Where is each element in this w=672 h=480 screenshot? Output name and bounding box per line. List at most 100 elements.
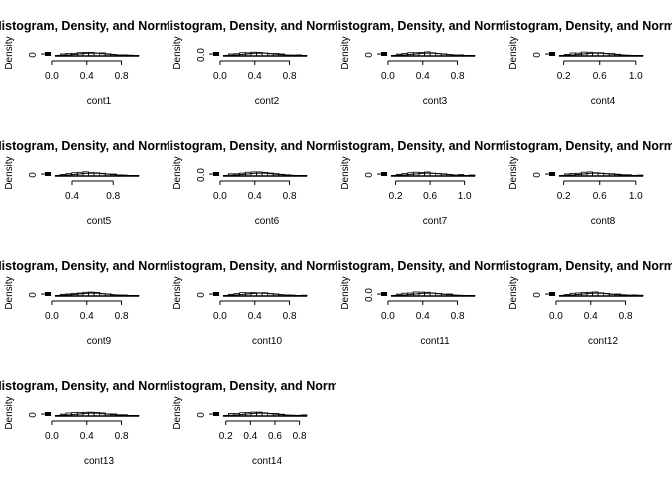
- panel-cont13: Histogram, Density, and Normal Density 0 0.…: [0, 379, 168, 467]
- panel-cont9: Histogram, Density, and Normal Density 0 0.…: [0, 259, 168, 347]
- panel-cont1: Histogram, Density, and Normal Density 0 0.…: [0, 19, 181, 107]
- density-curve: [391, 52, 475, 57]
- x-tick-label: 0.0: [213, 191, 227, 202]
- x-tick-label: 1.0: [629, 71, 643, 82]
- x-tick-label: 0.8: [106, 191, 120, 202]
- y-axis-stub: [213, 172, 219, 176]
- x-tick-label: 0.0: [45, 311, 59, 322]
- x-tick-label: 0.0: [381, 311, 395, 322]
- x-tick-label: 0.4: [80, 71, 94, 82]
- x-tick-label: 0.2: [557, 71, 571, 82]
- density-curve: [559, 172, 643, 177]
- panel-cont12: Histogram, Density, and Normal Density 0 0.…: [497, 259, 672, 347]
- panel-title: Histogram, Density, and Normal: [497, 19, 672, 33]
- y-tick-label: 0: [28, 292, 39, 298]
- panel-title: Histogram, Density, and Normal: [0, 19, 181, 33]
- x-axis-label: cont6: [255, 216, 280, 227]
- panel-title: Histogram, Density, and Normal: [497, 139, 672, 153]
- panel-cont2: Histogram, Density, and Normal Density 0.0…: [161, 19, 350, 107]
- density-curve: [391, 292, 475, 297]
- x-tick-label: 0.6: [593, 191, 607, 202]
- y-tick-label: 0: [28, 412, 39, 418]
- x-tick-label: 0.2: [557, 191, 571, 202]
- y-axis-stub: [45, 52, 51, 56]
- panel-cont6: Histogram, Density, and Normal Density 0.0…: [161, 139, 350, 227]
- y-axis-label: Density: [340, 36, 351, 69]
- y-axis-stub: [45, 172, 51, 176]
- y-axis-label: Density: [340, 156, 351, 189]
- x-axis-label: cont9: [87, 336, 112, 347]
- x-tick-label: 1.0: [629, 191, 643, 202]
- y-axis-stub: [549, 52, 555, 56]
- y-axis-label: Density: [508, 156, 519, 189]
- x-tick-label: 0.8: [115, 431, 129, 442]
- x-tick-label: 0.2: [219, 431, 233, 442]
- x-axis-label: cont14: [252, 456, 282, 467]
- y-tick-label: 0: [28, 172, 39, 178]
- density-curve: [223, 412, 307, 417]
- x-tick-label: 0.8: [619, 311, 633, 322]
- x-tick-label: 0.4: [248, 311, 262, 322]
- panel-cont10: Histogram, Density, and Normal Density 0 0.…: [161, 259, 350, 347]
- x-tick-label: 0.8: [115, 311, 129, 322]
- y-tick-label: 0: [532, 172, 543, 178]
- panel-title: Histogram, Density, and Normal: [161, 259, 350, 273]
- x-tick-label: 0.4: [584, 311, 598, 322]
- density-curve: [391, 172, 475, 177]
- panel-title: Histogram, Density, and Normal: [161, 19, 350, 33]
- panel-title: Histogram, Density, and Normal: [497, 259, 672, 273]
- x-tick-label: 0.2: [389, 191, 403, 202]
- y-axis-label: Density: [4, 36, 15, 69]
- y-axis-label: Density: [508, 36, 519, 69]
- density-curve: [223, 172, 307, 177]
- panel-title: Histogram, Density, and Normal: [329, 19, 518, 33]
- density-curve: [55, 412, 139, 417]
- x-tick-label: 0.4: [248, 191, 262, 202]
- y-tick-label: 0.0: [196, 48, 207, 62]
- y-axis-stub: [213, 52, 219, 56]
- x-axis-label: cont3: [423, 96, 448, 107]
- x-tick-label: 0.0: [381, 71, 395, 82]
- x-tick-label: 0.8: [451, 311, 465, 322]
- y-tick-label: 0: [364, 52, 375, 58]
- panel-cont5: Histogram, Density, and Normal Density 0 0.…: [0, 139, 168, 227]
- x-tick-label: 1.0: [458, 191, 472, 202]
- x-axis-label: cont2: [255, 96, 280, 107]
- x-tick-label: 0.4: [416, 71, 430, 82]
- x-axis-label: cont11: [420, 336, 450, 347]
- panel-cont7: Histogram, Density, and Normal Density 0 0.…: [329, 139, 518, 227]
- density-curve: [55, 292, 139, 297]
- density-curve: [55, 172, 139, 177]
- panel-title: Histogram, Density, and Normal: [329, 139, 518, 153]
- y-tick-label: 0: [532, 292, 543, 298]
- y-axis-stub: [549, 172, 555, 176]
- x-tick-label: 0.6: [268, 431, 282, 442]
- x-tick-label: 0.0: [213, 311, 227, 322]
- panel-title: Histogram, Density, and Normal: [161, 139, 350, 153]
- x-tick-label: 0.8: [293, 431, 307, 442]
- x-tick-label: 0.8: [283, 311, 297, 322]
- y-tick-label: 0: [364, 172, 375, 178]
- x-tick-label: 0.0: [45, 71, 59, 82]
- x-tick-label: 0.0: [549, 311, 563, 322]
- y-axis-stub: [381, 292, 387, 296]
- y-axis-label: Density: [172, 36, 183, 69]
- y-axis-stub: [549, 292, 555, 296]
- y-axis-label: Density: [340, 276, 351, 309]
- x-tick-label: 0.4: [243, 431, 257, 442]
- x-tick-label: 0.8: [115, 71, 129, 82]
- x-axis-label: cont7: [423, 216, 448, 227]
- y-axis-stub: [381, 52, 387, 56]
- x-tick-label: 0.0: [45, 431, 59, 442]
- x-tick-label: 0.4: [416, 311, 430, 322]
- x-tick-label: 0.6: [593, 71, 607, 82]
- panel-cont4: Histogram, Density, and Normal Density 0 0.…: [497, 19, 672, 107]
- y-axis-label: Density: [4, 396, 15, 429]
- x-axis-label: cont5: [87, 216, 112, 227]
- x-axis-label: cont4: [591, 96, 616, 107]
- y-axis-label: Density: [172, 276, 183, 309]
- y-axis-label: Density: [4, 156, 15, 189]
- panel-cont14: Histogram, Density, and Normal Density 0 0.…: [168, 379, 336, 467]
- x-tick-label: 0.8: [283, 71, 297, 82]
